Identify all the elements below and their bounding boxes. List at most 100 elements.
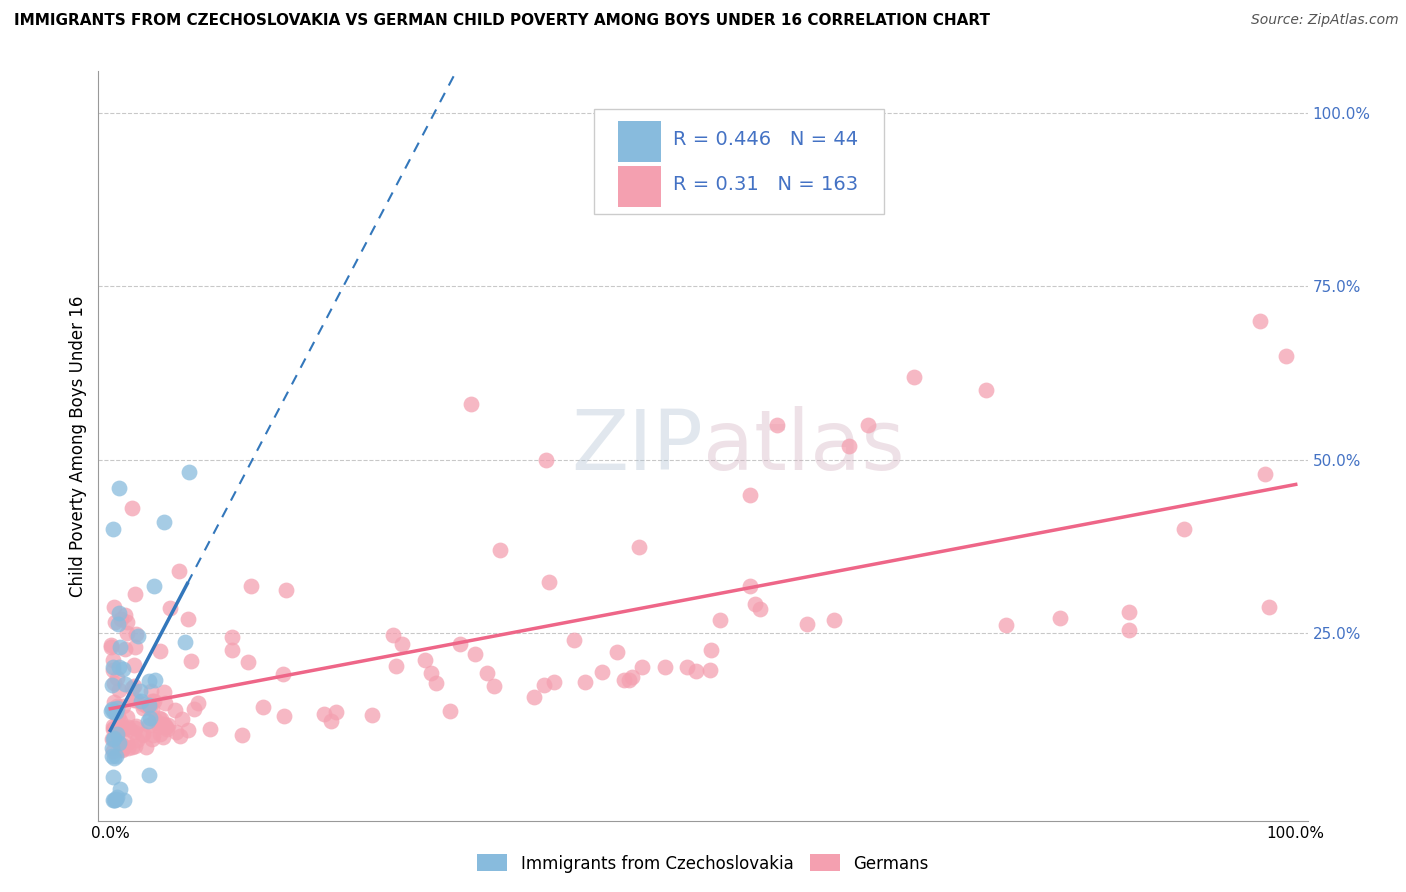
Point bbox=[700, 643, 723, 657]
Bar bbox=[619, 166, 661, 207]
Point bbox=[114, 642, 136, 657]
Point bbox=[101, 663, 124, 677]
Point bbox=[319, 714, 342, 728]
Point bbox=[121, 740, 143, 755]
Point bbox=[103, 721, 125, 735]
Point bbox=[101, 718, 124, 732]
Point bbox=[858, 418, 880, 433]
Point bbox=[141, 694, 163, 708]
Point bbox=[104, 731, 127, 745]
Point bbox=[101, 743, 124, 757]
Point bbox=[903, 369, 925, 384]
Point bbox=[138, 718, 160, 732]
Point bbox=[122, 657, 145, 672]
Point bbox=[385, 658, 408, 673]
Point bbox=[236, 655, 259, 669]
Point bbox=[522, 690, 544, 704]
Legend: Immigrants from Czechoslovakia, Germans: Immigrants from Czechoslovakia, Germans bbox=[471, 847, 935, 880]
Point bbox=[103, 695, 125, 709]
Point bbox=[104, 615, 127, 629]
Point bbox=[748, 602, 770, 616]
Text: R = 0.31   N = 163: R = 0.31 N = 163 bbox=[672, 175, 858, 194]
Point bbox=[122, 692, 145, 706]
Point bbox=[413, 653, 436, 667]
Point bbox=[103, 793, 125, 807]
Point bbox=[131, 698, 153, 712]
Point bbox=[108, 606, 131, 620]
Point bbox=[111, 738, 134, 752]
Point bbox=[177, 723, 200, 737]
Point bbox=[114, 677, 136, 691]
Point bbox=[152, 717, 174, 731]
Point bbox=[439, 704, 461, 718]
Point bbox=[105, 671, 128, 685]
Point bbox=[274, 583, 297, 598]
Point bbox=[361, 707, 384, 722]
Point bbox=[141, 731, 163, 746]
Point bbox=[141, 702, 163, 716]
Point bbox=[157, 717, 180, 731]
Point bbox=[127, 733, 149, 747]
Point bbox=[709, 613, 731, 627]
Point bbox=[149, 727, 172, 741]
Point bbox=[994, 617, 1017, 632]
Point bbox=[103, 705, 125, 719]
Point bbox=[104, 706, 127, 721]
Point bbox=[143, 713, 166, 727]
Point bbox=[200, 723, 222, 737]
Point bbox=[124, 587, 146, 601]
Point bbox=[177, 612, 200, 626]
Point bbox=[108, 640, 131, 654]
Point bbox=[101, 770, 124, 784]
Point bbox=[177, 465, 200, 479]
Point bbox=[110, 714, 132, 728]
Point bbox=[114, 607, 136, 622]
Point bbox=[231, 728, 253, 742]
Y-axis label: Child Poverty Among Boys Under 16: Child Poverty Among Boys Under 16 bbox=[69, 295, 87, 597]
Point bbox=[252, 699, 274, 714]
Point bbox=[167, 564, 190, 578]
Point bbox=[152, 730, 174, 744]
Point bbox=[143, 579, 166, 593]
Point bbox=[699, 663, 721, 677]
Point bbox=[738, 487, 761, 501]
Point bbox=[425, 675, 447, 690]
Point bbox=[148, 711, 170, 725]
Point bbox=[110, 740, 132, 755]
Point bbox=[155, 720, 177, 734]
Point bbox=[1118, 623, 1140, 637]
Point bbox=[105, 699, 128, 714]
Point bbox=[100, 640, 122, 655]
Point bbox=[117, 710, 139, 724]
Point bbox=[105, 700, 128, 714]
Text: IMMIGRANTS FROM CZECHOSLOVAKIA VS GERMAN CHILD POVERTY AMONG BOYS UNDER 16 CORRE: IMMIGRANTS FROM CZECHOSLOVAKIA VS GERMAN… bbox=[14, 13, 990, 29]
Point bbox=[165, 724, 187, 739]
Point bbox=[606, 645, 628, 659]
Point bbox=[103, 751, 125, 765]
Point bbox=[108, 683, 131, 698]
Point bbox=[124, 721, 146, 735]
Point bbox=[153, 515, 176, 529]
Point bbox=[533, 678, 555, 692]
Point bbox=[103, 659, 125, 673]
Point bbox=[139, 698, 162, 713]
Point bbox=[449, 637, 471, 651]
Point bbox=[381, 628, 404, 642]
Point bbox=[271, 667, 294, 681]
Point bbox=[138, 698, 160, 712]
Point bbox=[101, 748, 124, 763]
Point bbox=[654, 659, 676, 673]
Point bbox=[127, 628, 149, 642]
Point bbox=[101, 740, 124, 755]
Point bbox=[103, 793, 125, 807]
Point bbox=[738, 579, 761, 593]
Text: atlas: atlas bbox=[703, 406, 904, 486]
Point bbox=[103, 600, 125, 615]
Point bbox=[104, 726, 127, 740]
Point bbox=[1249, 314, 1271, 328]
Point bbox=[153, 685, 176, 699]
Point bbox=[107, 481, 129, 495]
Point bbox=[121, 681, 143, 696]
Point bbox=[325, 705, 347, 719]
Point bbox=[488, 543, 510, 558]
